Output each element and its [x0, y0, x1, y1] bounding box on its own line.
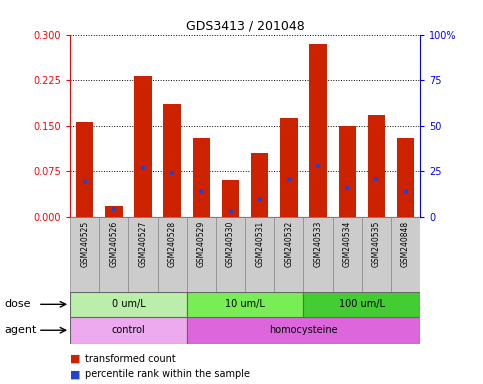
Bar — [187, 217, 216, 292]
Bar — [187, 317, 420, 344]
Text: 10 um/L: 10 um/L — [225, 299, 265, 310]
Bar — [303, 217, 333, 292]
Text: homocysteine: homocysteine — [269, 325, 338, 335]
Bar — [216, 217, 245, 292]
Text: ■: ■ — [70, 369, 81, 379]
Text: GSM240535: GSM240535 — [372, 221, 381, 267]
Bar — [251, 153, 269, 217]
Bar — [105, 206, 123, 217]
Bar — [303, 292, 420, 317]
Bar — [309, 44, 327, 217]
Bar — [70, 317, 187, 344]
Text: 100 um/L: 100 um/L — [339, 299, 385, 310]
Text: transformed count: transformed count — [85, 354, 176, 364]
Bar — [280, 118, 298, 217]
Text: GSM240528: GSM240528 — [168, 221, 177, 267]
Text: GSM240525: GSM240525 — [80, 221, 89, 267]
Text: GDS3413 / 201048: GDS3413 / 201048 — [186, 19, 304, 32]
Bar — [245, 217, 274, 292]
Bar — [397, 138, 414, 217]
Bar — [339, 126, 356, 217]
Bar — [193, 138, 210, 217]
Text: percentile rank within the sample: percentile rank within the sample — [85, 369, 251, 379]
Bar — [157, 217, 187, 292]
Bar — [333, 217, 362, 292]
Bar — [274, 217, 303, 292]
Bar — [76, 121, 93, 217]
Bar — [391, 217, 420, 292]
Text: GSM240529: GSM240529 — [197, 221, 206, 267]
Text: GSM240848: GSM240848 — [401, 221, 410, 267]
Text: GSM240532: GSM240532 — [284, 221, 293, 267]
Text: agent: agent — [5, 325, 37, 335]
Bar — [163, 104, 181, 217]
Text: 0 um/L: 0 um/L — [112, 299, 145, 310]
Bar — [70, 217, 99, 292]
Bar — [187, 292, 303, 317]
Bar — [99, 217, 128, 292]
Bar — [368, 115, 385, 217]
Text: GSM240526: GSM240526 — [109, 221, 118, 267]
Text: GSM240527: GSM240527 — [139, 221, 147, 267]
Text: GSM240530: GSM240530 — [226, 221, 235, 267]
Bar — [134, 76, 152, 217]
Bar — [362, 217, 391, 292]
Text: GSM240533: GSM240533 — [313, 221, 323, 267]
Text: ■: ■ — [70, 354, 81, 364]
Bar — [128, 217, 157, 292]
Text: GSM240531: GSM240531 — [255, 221, 264, 267]
Bar — [222, 180, 239, 217]
Bar — [70, 292, 187, 317]
Text: GSM240534: GSM240534 — [343, 221, 352, 267]
Text: control: control — [112, 325, 145, 335]
Text: dose: dose — [5, 299, 31, 310]
